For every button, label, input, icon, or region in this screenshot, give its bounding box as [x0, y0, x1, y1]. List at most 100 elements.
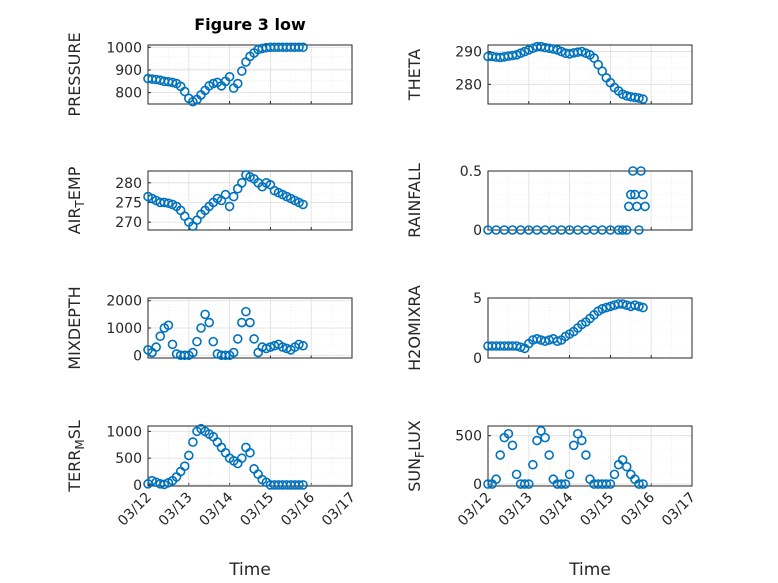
data-point [163, 198, 174, 209]
x-tick-label: 03/14 [537, 489, 577, 529]
data-point [621, 225, 632, 235]
data-point [572, 428, 583, 439]
subplot-theta: 280 290 THETA [405, 41, 693, 105]
data-point [601, 479, 612, 489]
subplot-rainfall: 0 0.5 RAINFALL [405, 163, 693, 239]
subplot-mixdepth: 0 1000 2000 MIXDEPTH [65, 286, 353, 370]
data-point [294, 480, 304, 490]
x-tick-label: 03/13 [496, 490, 536, 530]
y-tick-label: 275 [115, 195, 142, 211]
data-point [179, 86, 190, 97]
subplot-air-temp: 270 275 280 AIRTEMP [65, 166, 353, 234]
y-tick-label: 1000 [106, 424, 142, 440]
y-tick-label: 500 [115, 451, 142, 467]
data-point [298, 480, 308, 490]
data-point [208, 336, 219, 347]
x-tick-label: 03/15 [577, 490, 617, 530]
data-point [188, 347, 198, 358]
figure-title: Figure 3 low [194, 15, 306, 34]
y-tick-label: 0 [473, 223, 482, 239]
data-point [232, 78, 243, 89]
data-point [511, 469, 522, 480]
data-point [609, 469, 620, 480]
y-tick-label: 0.5 [460, 164, 482, 180]
x-axis-label: Time [568, 560, 611, 580]
axes-border [147, 297, 353, 359]
data-point [249, 334, 259, 344]
data-point [528, 459, 538, 470]
data-point [224, 71, 235, 82]
x-tick-label: 03/14 [197, 489, 237, 529]
data-point [261, 343, 272, 354]
data-point [237, 66, 247, 76]
data-point [636, 166, 646, 176]
y-axis-label: THETA [405, 49, 424, 101]
axes-frame [487, 170, 693, 231]
data-point [298, 42, 308, 53]
y-axis-label: RAINFALL [405, 163, 424, 238]
data-point [237, 453, 247, 463]
data-point [605, 301, 616, 312]
data-point [601, 302, 612, 313]
axes-border [147, 425, 353, 487]
data-point [638, 479, 648, 489]
data-point [638, 94, 648, 104]
data-point [155, 331, 166, 341]
x-tick-label: 03/15 [237, 490, 277, 530]
data-point [228, 347, 239, 358]
data-point [638, 189, 648, 200]
data-point [625, 189, 636, 200]
data-point [556, 479, 567, 489]
data-point [540, 432, 550, 443]
y-tick-label: 0 [133, 478, 142, 494]
subplot-pressure: 800 900 1000 PRESSURE [65, 32, 353, 117]
y-axis-label: TERRMSL [65, 420, 87, 493]
data-point [552, 336, 563, 347]
data-point [179, 350, 190, 361]
data-point [634, 93, 644, 103]
y-tick-label: 1000 [106, 40, 142, 56]
y-tick-label: 0 [473, 477, 482, 493]
data-point [245, 447, 255, 458]
y-axis-label: PRESSURE [65, 32, 84, 116]
data-point [245, 317, 255, 328]
data-point [503, 428, 514, 439]
y-tick-label: 2000 [106, 294, 142, 310]
data-point [151, 342, 161, 352]
data-point [597, 303, 608, 314]
data-point [634, 225, 644, 235]
x-tick-label: 03/12 [115, 490, 155, 530]
y-axis-label: MIXDEPTH [65, 286, 84, 369]
y-tick-label: 500 [455, 429, 482, 445]
y-axis-label: SUNFLUX [405, 420, 427, 492]
data-point [188, 437, 198, 447]
x-axis-label: Time [228, 560, 271, 580]
data-point [196, 323, 206, 333]
data-point [544, 450, 555, 460]
data-point [298, 199, 308, 210]
data-point [581, 450, 591, 460]
data-point [605, 479, 616, 489]
data-point [204, 317, 214, 328]
data-point [536, 426, 546, 436]
x-tick-label: 03/17 [319, 490, 359, 530]
data-point [597, 66, 608, 77]
data-point [548, 44, 559, 54]
y-tick-label: 280 [115, 176, 142, 192]
data-point [167, 339, 178, 350]
data-point [621, 461, 632, 472]
y-tick-label: 1000 [106, 321, 142, 337]
data-point [577, 435, 587, 446]
data-point [495, 450, 506, 460]
y-tick-label: 270 [115, 215, 142, 231]
y-axis-label: AIRTEMP [65, 166, 87, 234]
data-point [638, 302, 648, 313]
subplot-h2omixra: 0 5 H2OMIXRA [405, 285, 693, 371]
data-point [220, 350, 231, 361]
data-point [192, 336, 202, 347]
data-point [519, 479, 530, 489]
data-point [277, 342, 288, 352]
data-point [184, 450, 194, 461]
x-tick-label: 03/16 [278, 489, 318, 529]
